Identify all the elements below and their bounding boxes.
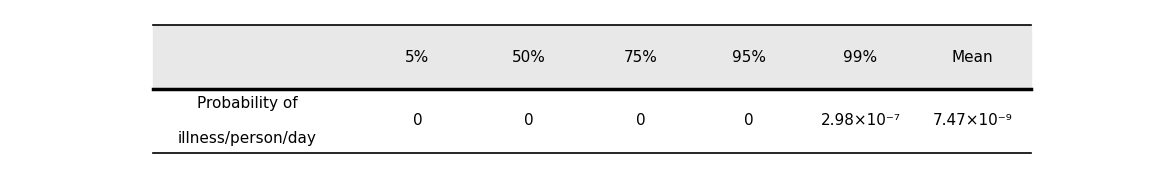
- Text: 99%: 99%: [843, 49, 878, 65]
- Bar: [154, 25, 1030, 89]
- Text: 75%: 75%: [624, 49, 658, 65]
- Text: Probability of: Probability of: [198, 96, 298, 111]
- Text: 2.98×10⁻⁷: 2.98×10⁻⁷: [820, 113, 901, 128]
- Text: 0: 0: [412, 113, 423, 128]
- Bar: [154, 89, 1030, 153]
- Text: 50%: 50%: [513, 49, 546, 65]
- Text: 0: 0: [524, 113, 534, 128]
- Text: 0: 0: [744, 113, 753, 128]
- Text: 0: 0: [636, 113, 646, 128]
- Text: Mean: Mean: [952, 49, 993, 65]
- Text: 95%: 95%: [731, 49, 766, 65]
- Text: illness/person/day: illness/person/day: [178, 131, 316, 146]
- Text: 7.47×10⁻⁹: 7.47×10⁻⁹: [932, 113, 1012, 128]
- Text: 5%: 5%: [405, 49, 430, 65]
